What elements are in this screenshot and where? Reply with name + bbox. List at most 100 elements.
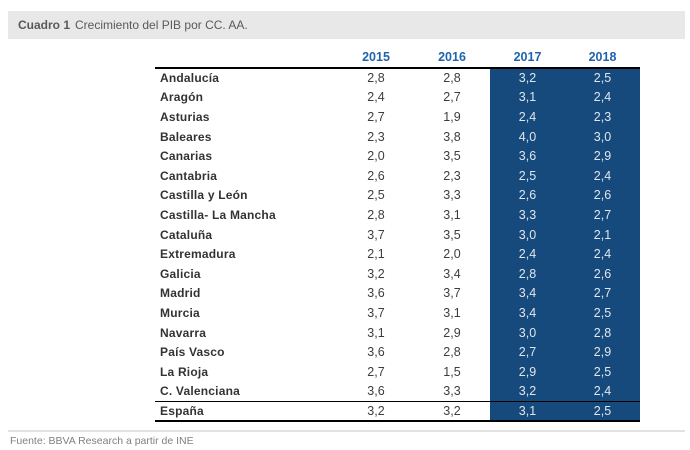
gdp-value-cell: 3,4 <box>490 283 565 304</box>
table-row: Castilla y León 2,5 3,3 2,6 2,6 <box>155 185 640 206</box>
region-label: Murcia <box>160 305 200 320</box>
gdp-value-cell: 2,6 <box>565 263 640 284</box>
table-row: Canarias 2,0 3,5 3,6 2,9 <box>155 146 640 166</box>
gdp-value-cell: 3,2 <box>490 68 565 88</box>
gdp-value-cell: 3,6 <box>367 286 385 301</box>
gdp-value-cell: 3,7 <box>367 227 385 242</box>
gdp-value-cell: 2,8 <box>565 322 640 343</box>
table-row: Castilla- La Mancha 2,8 3,1 3,3 2,7 <box>155 205 640 225</box>
gdp-value-cell: 2,0 <box>367 149 385 164</box>
gdp-value-cell: 3,2 <box>414 400 490 422</box>
gdp-value-cell: 3,3 <box>490 205 565 225</box>
gdp-value-cell: 2,6 <box>367 168 385 183</box>
year-column-header: 2016 <box>414 46 490 69</box>
region-label: Navarra <box>160 325 207 340</box>
gdp-value-cell: 2,9 <box>565 146 640 166</box>
table-row-total: España 3,2 3,2 3,1 2,5 <box>155 400 640 422</box>
gdp-value-cell: 3,0 <box>565 126 640 147</box>
region-label: Andalucía <box>160 71 220 86</box>
figure-title: Crecimiento del PIB por CC. AA. <box>75 18 248 32</box>
gdp-value-cell: 2,7 <box>565 205 640 225</box>
figure-title-bar: Cuadro 1 Crecimiento del PIB por CC. AA. <box>8 11 685 39</box>
gdp-value-cell: 2,7 <box>565 283 640 304</box>
region-label: Castilla- La Mancha <box>160 207 276 222</box>
gdp-value-cell: 3,7 <box>443 286 461 301</box>
region-label: Castilla y León <box>160 188 248 203</box>
gdp-growth-table: 2015 2016 2017 2018 Andalucía 2,8 2,8 3,2 2,5 Ar… <box>155 46 640 422</box>
gdp-value-cell: 1,9 <box>443 109 461 124</box>
table-row: Cataluña 3,7 3,5 3,0 2,1 <box>155 224 640 245</box>
gdp-value-cell: 2,4 <box>565 87 640 108</box>
gdp-value-cell: 2,9 <box>443 325 461 340</box>
gdp-value-cell: 2,8 <box>367 71 385 86</box>
gdp-value-cell: 3,6 <box>490 146 565 166</box>
gdp-value-cell: 2,9 <box>490 361 565 382</box>
gdp-value-cell: 3,5 <box>443 149 461 164</box>
source-note: Fuente: BBVA Research a partir de INE <box>10 435 194 447</box>
year-column-header: 2017 <box>490 46 565 69</box>
gdp-value-cell: 2,7 <box>490 342 565 362</box>
year-column-header: 2015 <box>338 46 414 69</box>
region-label: Asturias <box>160 109 210 124</box>
gdp-value-cell: 1,5 <box>443 364 461 379</box>
region-label: C. Valenciana <box>160 384 240 399</box>
gdp-value-cell: 3,8 <box>443 129 461 144</box>
region-label: España <box>155 400 338 422</box>
gdp-value-cell: 2,5 <box>565 361 640 382</box>
gdp-value-cell: 2,7 <box>367 364 385 379</box>
gdp-value-cell: 2,8 <box>443 71 461 86</box>
table-row: Murcia 3,7 3,1 3,4 2,5 <box>155 303 640 323</box>
table-row: Aragón 2,4 2,7 3,1 2,4 <box>155 87 640 108</box>
gdp-value-cell: 3,3 <box>443 384 461 399</box>
gdp-value-cell: 3,3 <box>443 188 461 203</box>
gdp-value-cell: 4,0 <box>490 126 565 147</box>
table-row: Cantabria 2,6 2,3 2,5 2,4 <box>155 165 640 186</box>
table-row: La Rioja 2,7 1,5 2,9 2,5 <box>155 361 640 382</box>
gdp-value-cell: 2,5 <box>565 303 640 323</box>
gdp-value-cell: 2,7 <box>443 90 461 105</box>
region-label: País Vasco <box>160 345 225 360</box>
gdp-value-cell: 2,4 <box>490 244 565 264</box>
gdp-value-cell: 3,0 <box>490 322 565 343</box>
gdp-value-cell: 2,4 <box>565 244 640 264</box>
region-label: La Rioja <box>160 364 209 379</box>
gdp-value-cell: 3,4 <box>443 266 461 281</box>
gdp-value-cell: 2,8 <box>490 263 565 284</box>
gdp-value-cell: 2,3 <box>367 129 385 144</box>
gdp-value-cell: 3,6 <box>367 384 385 399</box>
region-label: Cataluña <box>160 227 213 242</box>
gdp-value-cell: 2,4 <box>565 165 640 186</box>
region-label: Baleares <box>160 129 212 144</box>
gdp-value-cell: 2,8 <box>443 345 461 360</box>
gdp-value-cell: 3,1 <box>490 400 565 422</box>
gdp-value-cell: 2,5 <box>490 165 565 186</box>
table-row: Extremadura 2,1 2,0 2,4 2,4 <box>155 244 640 264</box>
gdp-value-cell: 2,1 <box>367 247 385 262</box>
region-label: Galicia <box>160 266 201 281</box>
gdp-value-cell: 3,1 <box>443 305 461 320</box>
gdp-value-cell: 2,1 <box>565 224 640 245</box>
gdp-value-cell: 2,6 <box>565 185 640 206</box>
gdp-value-cell: 3,4 <box>490 303 565 323</box>
gdp-value-cell: 3,7 <box>367 305 385 320</box>
gdp-value-cell: 2,5 <box>367 188 385 203</box>
footer-divider <box>8 430 685 432</box>
table-row: Galicia 3,2 3,4 2,8 2,6 <box>155 263 640 284</box>
table-header-row: 2015 2016 2017 2018 <box>155 46 640 69</box>
table-row: Baleares 2,3 3,8 4,0 3,0 <box>155 126 640 147</box>
region-label: Madrid <box>160 286 201 301</box>
gdp-value-cell: 2,4 <box>565 381 640 402</box>
gdp-value-cell: 3,2 <box>490 381 565 402</box>
gdp-value-cell: 2,4 <box>490 107 565 127</box>
figure-number: Cuadro 1 <box>18 18 71 32</box>
gdp-value-cell: 2,5 <box>565 400 640 422</box>
gdp-value-cell: 3,2 <box>338 400 414 422</box>
gdp-value-cell: 3,2 <box>367 266 385 281</box>
gdp-value-cell: 3,5 <box>443 227 461 242</box>
table-row: Navarra 3,1 2,9 3,0 2,8 <box>155 322 640 343</box>
table-row: C. Valenciana 3,6 3,3 3,2 2,4 <box>155 381 640 402</box>
gdp-value-cell: 2,0 <box>443 247 461 262</box>
region-label: Cantabria <box>160 168 218 183</box>
gdp-value-cell: 3,1 <box>443 207 461 222</box>
